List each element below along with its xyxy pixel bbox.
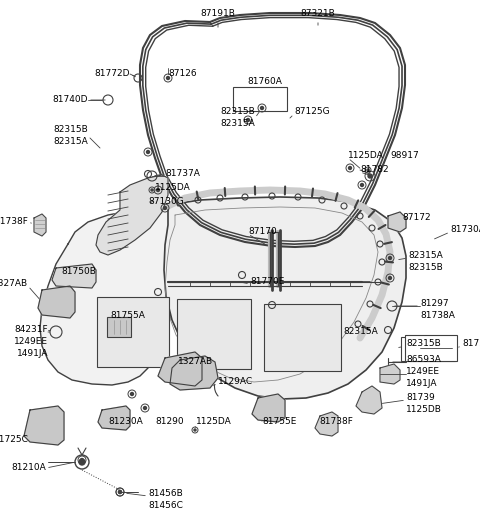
Text: 82315B: 82315B [408, 264, 443, 272]
Circle shape [368, 174, 372, 178]
Circle shape [167, 77, 169, 80]
Circle shape [151, 189, 153, 191]
Text: 81737A: 81737A [165, 169, 200, 179]
Polygon shape [388, 212, 406, 232]
Text: 84231F: 84231F [14, 326, 48, 334]
Polygon shape [170, 356, 218, 390]
Text: 82315A: 82315A [53, 138, 88, 146]
Polygon shape [24, 406, 64, 445]
Circle shape [247, 118, 250, 121]
Text: 81755A: 81755A [110, 312, 145, 320]
Text: 81297: 81297 [420, 300, 449, 308]
Text: 81290: 81290 [155, 417, 184, 427]
Circle shape [146, 151, 149, 154]
Text: 1491JA: 1491JA [16, 350, 48, 358]
Circle shape [388, 256, 392, 259]
Text: 87126: 87126 [168, 69, 197, 79]
Polygon shape [40, 205, 178, 385]
Text: 82315A: 82315A [343, 328, 378, 337]
Text: 81725C: 81725C [0, 436, 28, 444]
Text: 98917: 98917 [390, 152, 419, 160]
FancyBboxPatch shape [401, 337, 455, 361]
Polygon shape [52, 264, 96, 288]
Polygon shape [315, 412, 338, 436]
Polygon shape [38, 286, 75, 318]
Circle shape [360, 183, 363, 187]
Circle shape [156, 189, 159, 192]
Text: 81750: 81750 [462, 340, 480, 349]
Text: 81782: 81782 [360, 166, 389, 175]
Text: 87130G: 87130G [148, 197, 184, 206]
Text: 82315A: 82315A [408, 252, 443, 260]
FancyBboxPatch shape [177, 299, 251, 369]
Circle shape [164, 206, 167, 209]
Text: 82315B: 82315B [220, 107, 255, 117]
Circle shape [131, 392, 133, 395]
Text: 81770E: 81770E [250, 278, 284, 287]
Polygon shape [380, 364, 400, 384]
Text: 1491JA: 1491JA [406, 379, 437, 389]
Polygon shape [158, 352, 202, 386]
Polygon shape [252, 394, 285, 422]
Polygon shape [164, 197, 406, 399]
Text: 82315A: 82315A [220, 119, 255, 129]
Text: 1125DA: 1125DA [155, 183, 191, 192]
Text: 81739: 81739 [406, 393, 435, 403]
Text: 81738A: 81738A [420, 312, 455, 320]
Text: 81738F: 81738F [319, 417, 353, 427]
Circle shape [261, 106, 264, 109]
Text: 1125DB: 1125DB [406, 405, 442, 415]
Text: 81456C: 81456C [148, 502, 183, 511]
Text: 87191B: 87191B [201, 9, 235, 19]
Circle shape [119, 490, 121, 493]
Text: 1249EE: 1249EE [406, 367, 440, 377]
Circle shape [348, 167, 351, 169]
Text: 1249EE: 1249EE [14, 338, 48, 346]
Text: 82315B: 82315B [406, 340, 441, 349]
Circle shape [144, 406, 146, 410]
Circle shape [119, 490, 121, 493]
Text: 82315B: 82315B [53, 126, 88, 134]
Circle shape [194, 429, 196, 431]
FancyBboxPatch shape [107, 317, 131, 337]
Polygon shape [34, 214, 46, 236]
Text: 86593A: 86593A [406, 355, 441, 365]
Text: 81760A: 81760A [248, 78, 282, 86]
Text: 81772D: 81772D [95, 69, 130, 79]
Polygon shape [96, 175, 168, 255]
Text: 1327AB: 1327AB [178, 357, 213, 366]
Circle shape [367, 169, 369, 171]
Text: 81738F: 81738F [0, 217, 28, 227]
Text: 1129AC: 1129AC [218, 378, 253, 387]
Text: 81740D: 81740D [52, 95, 88, 105]
Text: 81230A: 81230A [108, 417, 143, 427]
Text: 81210A: 81210A [11, 464, 46, 473]
Text: 87172: 87172 [402, 214, 431, 222]
Text: 81730A: 81730A [450, 226, 480, 234]
Text: 81755E: 81755E [262, 417, 296, 427]
Circle shape [388, 277, 392, 279]
Text: 81750B: 81750B [61, 267, 96, 277]
Circle shape [79, 459, 85, 465]
Text: 1125DA: 1125DA [348, 152, 384, 160]
Text: 87321B: 87321B [300, 9, 336, 19]
Polygon shape [356, 386, 382, 414]
FancyBboxPatch shape [233, 87, 287, 111]
FancyBboxPatch shape [97, 297, 169, 367]
Text: 87170: 87170 [248, 228, 277, 237]
Text: 1327AB: 1327AB [0, 279, 28, 289]
Text: 81456B: 81456B [148, 490, 183, 499]
Polygon shape [98, 406, 130, 430]
FancyBboxPatch shape [264, 304, 341, 371]
Circle shape [81, 458, 84, 462]
Text: 87125G: 87125G [294, 107, 330, 117]
Text: 1125DA: 1125DA [196, 417, 232, 427]
FancyBboxPatch shape [405, 335, 457, 361]
